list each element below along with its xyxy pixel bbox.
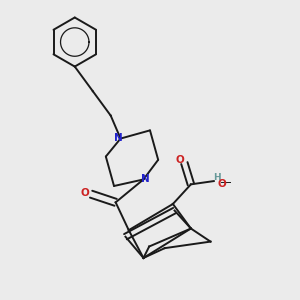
Text: O: O <box>218 179 226 189</box>
Text: O: O <box>175 155 184 166</box>
Text: H: H <box>213 173 221 182</box>
Text: O: O <box>81 188 90 197</box>
Text: N: N <box>114 133 122 142</box>
Text: N: N <box>141 174 149 184</box>
